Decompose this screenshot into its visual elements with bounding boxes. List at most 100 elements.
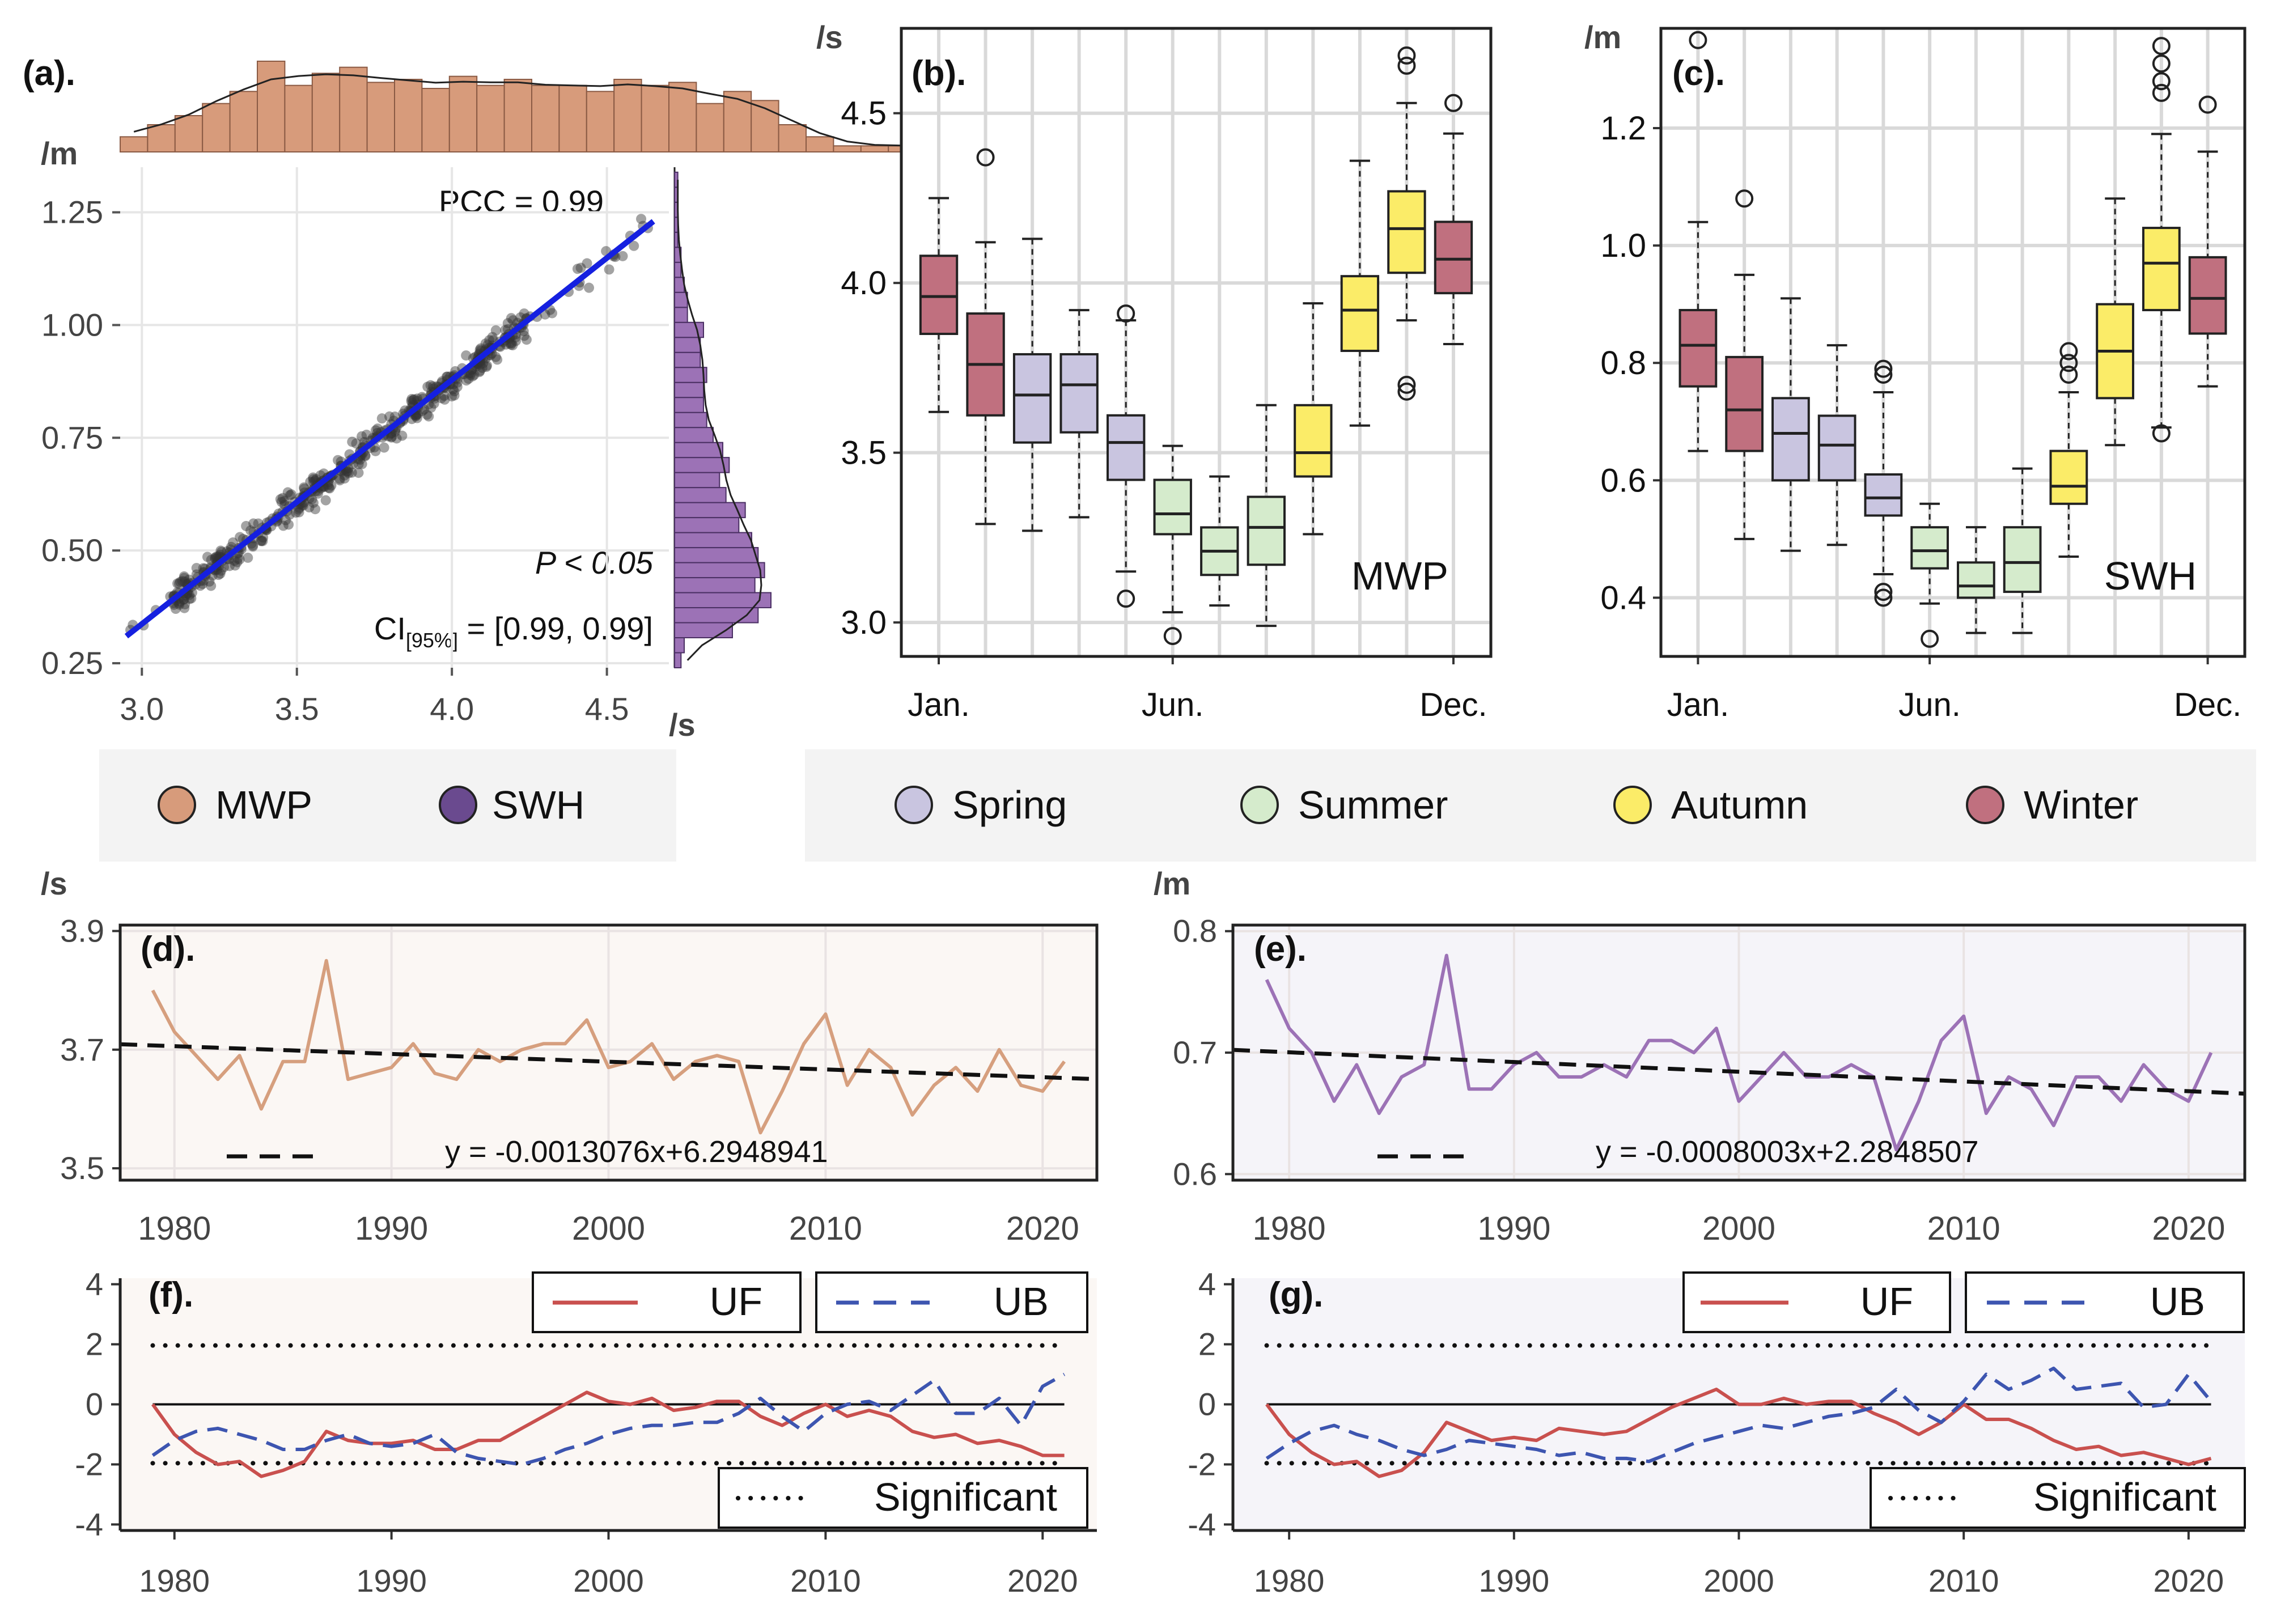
outlier-point — [2059, 342, 2078, 361]
histogram-bar-swh — [674, 351, 701, 368]
panel-b-ylabel: /s — [816, 19, 843, 55]
scatter-point — [204, 576, 215, 587]
outlier-point — [1735, 189, 1754, 208]
outlier-point — [2198, 95, 2217, 114]
scatter-point — [406, 396, 417, 406]
scatter-point — [248, 541, 258, 552]
panel-e-xtick-label: 2020 — [2152, 1210, 2225, 1247]
panel-c-xtick-label: Jan. — [1667, 686, 1730, 723]
histogram-bar-mwp — [833, 145, 862, 153]
panel-f-legend-ub-label: UB — [994, 1279, 1049, 1324]
scatter-point — [357, 431, 367, 442]
scatter-point — [334, 475, 345, 486]
scatter-point — [412, 393, 423, 404]
panel-c-box-month-7 — [1956, 526, 1995, 634]
outlier-point — [1874, 588, 1893, 607]
panel-g-legend-ub-box — [1965, 1271, 2245, 1333]
scatter-point — [326, 480, 337, 491]
scatter-point — [436, 393, 447, 404]
ci-prefix: CI — [374, 610, 406, 646]
panel-b-box-month-9 — [1294, 302, 1333, 536]
panel-d-label: (d). — [141, 930, 195, 969]
scatter-point — [215, 568, 226, 579]
box-iqr — [2049, 450, 2088, 505]
scatter-point — [427, 381, 438, 392]
scatter-point — [449, 390, 460, 401]
scatter-point — [347, 436, 358, 447]
panel-d-xtick-label: 2020 — [1006, 1210, 1079, 1247]
scatter-point — [423, 411, 434, 422]
histogram-bar-mwp — [476, 84, 505, 153]
legend-mwp-marker — [158, 786, 196, 824]
scatter-point — [422, 409, 433, 420]
histogram-bar-swh — [674, 397, 704, 413]
panel-b-xtick-label: Dec. — [1419, 686, 1487, 723]
panel-c-box-month-12 — [2188, 95, 2227, 388]
scatter-point — [477, 362, 488, 373]
panel-g-legend-ub-label: UB — [2150, 1279, 2205, 1324]
panel-e-ytick-label: 0.8 — [1173, 913, 1217, 949]
panel-f-legend-ub-box — [815, 1271, 1088, 1333]
panel-e-xtick-label: 1980 — [1253, 1210, 1326, 1247]
scatter-point — [353, 468, 364, 478]
box-iqr — [919, 255, 959, 336]
scatter-point — [461, 350, 472, 361]
panel-c-ylabel: /m — [1584, 19, 1621, 55]
box-iqr — [1910, 526, 1949, 570]
panel-c-box-month-9 — [2049, 342, 2088, 558]
scatter-point — [370, 446, 381, 456]
scatter-point — [502, 318, 513, 329]
panel-f-xtick-label: 1980 — [139, 1563, 210, 1598]
scatter-point — [481, 360, 492, 371]
scatter-point — [629, 240, 639, 251]
outlier-point — [1874, 359, 1893, 378]
scatter-point — [258, 532, 269, 543]
scatter-point — [283, 519, 294, 530]
scatter-point — [449, 386, 460, 397]
scatter-point — [370, 425, 381, 436]
scatter-point — [505, 338, 515, 349]
outlier-point — [976, 148, 995, 167]
scatter-point — [346, 467, 357, 478]
scatter-point — [334, 473, 345, 484]
histogram-bar-swh — [674, 517, 740, 533]
panel-g-ytick-label: -2 — [1188, 1446, 1216, 1482]
histogram-bar-mwp — [641, 84, 669, 153]
scatter-point — [521, 334, 532, 345]
panel-e-ytick-label: 0.7 — [1173, 1034, 1217, 1070]
scatter-point — [506, 313, 516, 324]
scatter-point — [572, 264, 583, 274]
scatter-point — [582, 258, 592, 269]
scatter-point — [299, 482, 310, 493]
histogram-bar-mwp — [339, 66, 368, 152]
scatter-point — [179, 594, 189, 605]
panel-c-box-month-5 — [1864, 359, 1903, 607]
scatter-point — [247, 540, 258, 551]
panel-f-legend-significant-box — [718, 1467, 1088, 1529]
histogram-bar-mwp — [668, 82, 697, 152]
histogram-bar-mwp — [860, 145, 889, 153]
scatter-point — [298, 500, 308, 511]
scatter-point — [278, 520, 289, 531]
scatter-point — [224, 561, 235, 571]
panel-d-ytick-label: 3.7 — [60, 1032, 104, 1067]
panel-a-ytick-label: 0.75 — [41, 419, 103, 455]
histogram-bar-mwp — [257, 61, 286, 152]
panel-c-xtick-label: Dec. — [2174, 686, 2241, 723]
panel-g-ytick-label: 4 — [1198, 1266, 1216, 1302]
histogram-bar-swh — [674, 442, 723, 459]
panel-e-xtick-label: 2000 — [1702, 1210, 1775, 1247]
histogram-bar-mwp — [448, 75, 478, 152]
legend-mwp-label: MWP — [215, 783, 312, 827]
panel-b-label: (b). — [912, 54, 966, 93]
panel-b-box-month-11 — [1387, 46, 1426, 401]
scatter-point — [357, 459, 367, 469]
panel-g-legend-significant-box — [1870, 1467, 2246, 1529]
outlier-point — [1874, 365, 1893, 384]
scatter-point — [475, 343, 486, 354]
panel-d-ytick-label: 3.5 — [60, 1150, 104, 1186]
scatter-point — [490, 325, 501, 336]
scatter-point — [448, 384, 459, 395]
panel-f-xtick-label: 2010 — [790, 1563, 861, 1598]
